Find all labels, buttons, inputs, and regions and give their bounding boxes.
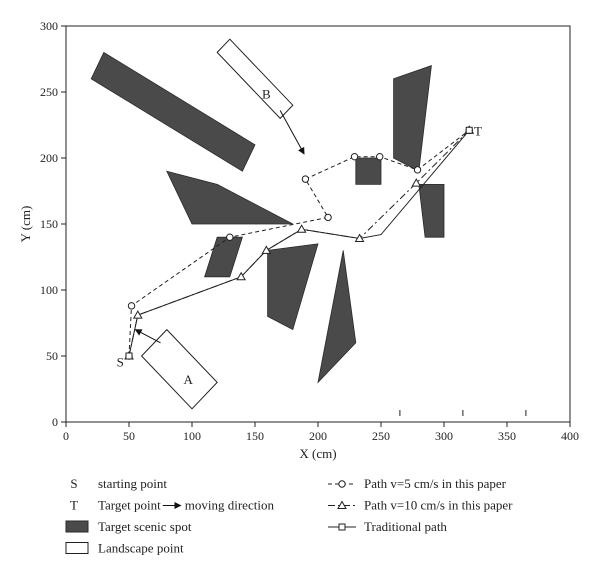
target-scenic-spot xyxy=(90,51,256,172)
x-tick-label: 300 xyxy=(435,429,453,443)
legend-item: T Target point moving direction xyxy=(70,498,274,513)
series-line xyxy=(128,129,470,357)
target-scenic-spot xyxy=(204,236,243,278)
y-tick-label: 100 xyxy=(40,283,58,297)
legend-extra: moving direction xyxy=(185,498,275,513)
y-tick-label: 300 xyxy=(40,19,58,33)
data-point xyxy=(324,213,332,222)
series-line xyxy=(128,129,470,357)
legend-label: Target point xyxy=(98,498,161,513)
x-tick-label: 200 xyxy=(309,429,327,443)
series-triangle xyxy=(128,129,470,357)
target-scenic-spot xyxy=(317,250,357,384)
landscape-points xyxy=(140,38,294,410)
point-label: A xyxy=(184,372,194,387)
data-point xyxy=(465,126,473,134)
moving-direction-arrow xyxy=(279,110,305,155)
legend-symbol: T xyxy=(70,498,78,513)
legend-item: Landscape point xyxy=(65,541,184,556)
data-point xyxy=(127,302,136,310)
y-tick-label: 50 xyxy=(46,349,58,363)
data-point xyxy=(411,178,422,187)
point-labels: S T A B xyxy=(117,87,482,387)
data-point xyxy=(296,224,307,233)
y-tick-label: 200 xyxy=(40,151,58,165)
legend-label: Landscape point xyxy=(98,541,184,556)
target-scenic-spot xyxy=(166,170,293,225)
target-scenic-spot xyxy=(418,183,445,238)
x-tick-label: 250 xyxy=(372,429,390,443)
data-point xyxy=(261,245,272,254)
target-scenic-spot xyxy=(393,65,432,172)
data-point xyxy=(132,310,143,319)
target-scenic-spot xyxy=(267,243,319,331)
data-point xyxy=(226,233,234,241)
landscape-point xyxy=(140,328,218,410)
markers-triangle xyxy=(124,125,475,360)
y-axis-label: Y (cm) xyxy=(18,206,33,243)
data-point xyxy=(125,352,133,360)
data-point xyxy=(301,175,310,183)
x-axis-label: X (cm) xyxy=(299,446,336,461)
x-tick-label: 0 xyxy=(63,429,69,443)
point-label: B xyxy=(262,87,271,102)
x-tick-label: 400 xyxy=(561,429,579,443)
legend-label: Path v=5 cm/s in this paper xyxy=(364,476,507,491)
data-point xyxy=(236,271,247,281)
legend-item: Path v=10 cm/s in this paper xyxy=(328,498,513,513)
legend-marker xyxy=(337,500,347,509)
target-scenic-spot xyxy=(355,157,382,185)
point-label: T xyxy=(474,124,482,139)
legend-label: starting point xyxy=(98,476,167,491)
y-axis: 0 50 100 150 200 250 300 xyxy=(40,19,66,429)
data-point xyxy=(350,152,359,161)
x-axis: 0 50 100 150 200 250 300 350 400 xyxy=(63,410,579,443)
data-point xyxy=(413,166,422,174)
moving-direction-arrows xyxy=(134,110,305,344)
legend-marker xyxy=(338,480,346,488)
series-circle xyxy=(128,129,470,357)
legend-item: Target scenic spot xyxy=(65,519,192,534)
x-tick-label: 50 xyxy=(123,429,135,443)
y-tick-label: 0 xyxy=(52,415,58,429)
x-tick-label: 350 xyxy=(498,429,516,443)
x-tick-label: 150 xyxy=(246,429,264,443)
landscape-point xyxy=(216,38,294,120)
markers-square xyxy=(125,126,473,360)
y-tick-label: 250 xyxy=(40,85,58,99)
legend-label: Path v=10 cm/s in this paper xyxy=(364,498,513,513)
y-tick-label: 150 xyxy=(40,217,58,231)
legend-marker xyxy=(338,523,346,531)
legend-symbol: S xyxy=(70,476,77,491)
target-scenic-spots xyxy=(90,51,445,384)
point-label: S xyxy=(117,355,124,370)
path-series xyxy=(124,125,475,360)
moving-direction-arrow xyxy=(134,329,161,344)
legend-symbol xyxy=(65,520,89,533)
legend-item: Traditional path xyxy=(328,519,447,534)
x-tick-label: 100 xyxy=(183,429,201,443)
legend-label: Target scenic spot xyxy=(98,519,192,534)
markers-circle xyxy=(125,126,473,360)
legend-symbol xyxy=(65,542,89,554)
data-point xyxy=(354,233,365,243)
data-point xyxy=(376,152,384,161)
legend-label: Traditional path xyxy=(364,519,447,534)
legend-item: Path v=5 cm/s in this paper xyxy=(328,476,507,491)
